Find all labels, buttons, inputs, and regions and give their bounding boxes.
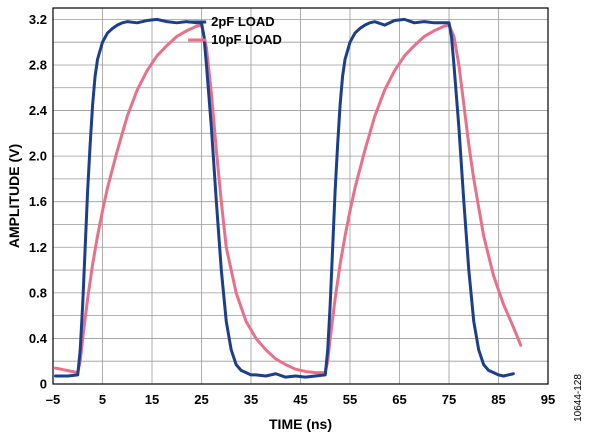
y-tick-label: 0.4 xyxy=(29,331,48,346)
grid xyxy=(53,8,548,384)
y-tick-label: 2.4 xyxy=(29,103,48,118)
y-tick-label: 0 xyxy=(40,377,47,392)
x-tick-label: 55 xyxy=(343,392,357,407)
x-tick-label: 75 xyxy=(442,392,456,407)
x-tick-label: 15 xyxy=(145,392,159,407)
x-axis-ticks: –5 5 15 25 35 45 55 65 75 85 95 xyxy=(46,392,555,407)
x-tick-label: 85 xyxy=(491,392,505,407)
series-line-2 xyxy=(53,23,523,375)
legend-label-1: 2pF LOAD xyxy=(211,14,275,29)
plot-frame xyxy=(52,7,549,385)
x-tick-label: 35 xyxy=(244,392,258,407)
x-axis-label: TIME (ns) xyxy=(269,416,332,432)
x-tick-label: 65 xyxy=(392,392,406,407)
x-tick-label: 45 xyxy=(293,392,307,407)
y-tick-label: 1.6 xyxy=(29,194,47,209)
y-tick-label: 3.2 xyxy=(29,12,47,27)
y-axis-label: AMPLITUDE (V) xyxy=(6,144,22,248)
legend-label-2: 10pF LOAD xyxy=(211,32,282,47)
x-tick-label: 95 xyxy=(541,392,555,407)
y-tick-label: 2.8 xyxy=(29,57,47,72)
y-axis-ticks: 0 0.4 0.8 1.2 1.6 2.0 2.4 2.8 3.2 xyxy=(29,12,48,392)
figure-id: 10644-128 xyxy=(573,374,584,422)
y-tick-label: 2.0 xyxy=(29,149,47,164)
y-tick-label: 0.8 xyxy=(29,285,47,300)
x-tick-label: 25 xyxy=(194,392,208,407)
y-tick-label: 1.2 xyxy=(29,240,47,255)
x-tick-label: 5 xyxy=(99,392,106,407)
series-layer xyxy=(53,17,523,379)
legend: 2pF LOAD 10pF LOAD xyxy=(188,14,282,47)
series-line-1 xyxy=(53,17,515,379)
x-tick-label: –5 xyxy=(46,392,60,407)
